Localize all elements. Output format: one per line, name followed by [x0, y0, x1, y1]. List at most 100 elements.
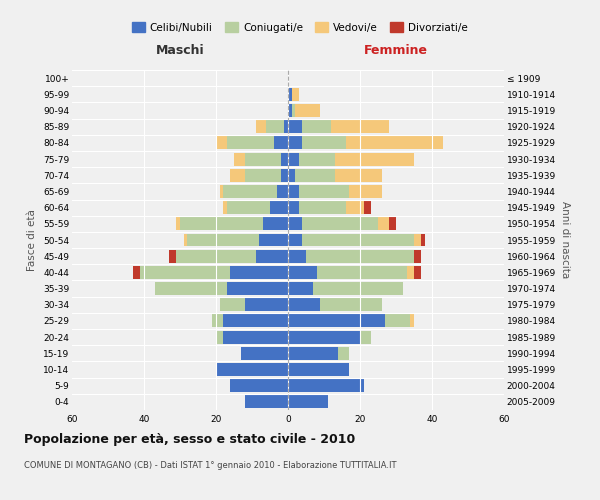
Bar: [223, 201, 288, 214]
Bar: [220, 298, 288, 311]
Bar: [155, 282, 288, 295]
Text: Femmine: Femmine: [364, 44, 428, 58]
Text: Maschi: Maschi: [155, 44, 205, 58]
Bar: [256, 120, 288, 133]
Bar: [288, 314, 385, 328]
Bar: [230, 379, 288, 392]
Bar: [288, 120, 389, 133]
Text: COMUNE DI MONTAGANO (CB) - Dati ISTAT 1° gennaio 2010 - Elaborazione TUTTITALIA.: COMUNE DI MONTAGANO (CB) - Dati ISTAT 1°…: [24, 460, 397, 469]
Bar: [288, 396, 328, 408]
Bar: [270, 201, 288, 214]
Bar: [212, 314, 288, 328]
Bar: [288, 104, 320, 117]
Bar: [245, 396, 288, 408]
Bar: [216, 363, 288, 376]
Bar: [288, 201, 299, 214]
Bar: [241, 347, 288, 360]
Bar: [281, 152, 288, 166]
Bar: [288, 234, 421, 246]
Bar: [288, 185, 349, 198]
Bar: [288, 363, 349, 376]
Bar: [220, 298, 288, 311]
Bar: [223, 330, 288, 344]
Bar: [216, 330, 288, 344]
Bar: [256, 250, 288, 262]
Bar: [223, 201, 288, 214]
Bar: [288, 379, 364, 392]
Bar: [288, 152, 414, 166]
Bar: [288, 282, 313, 295]
Bar: [288, 218, 302, 230]
Bar: [288, 298, 382, 311]
Bar: [288, 234, 414, 246]
Bar: [288, 282, 403, 295]
Bar: [288, 218, 378, 230]
Bar: [288, 347, 349, 360]
Bar: [274, 136, 288, 149]
Bar: [288, 218, 389, 230]
Bar: [230, 379, 288, 392]
Bar: [288, 330, 360, 344]
Legend: Celibi/Nubili, Coniugati/e, Vedovi/e, Divorziati/e: Celibi/Nubili, Coniugati/e, Vedovi/e, Di…: [128, 18, 472, 37]
Bar: [288, 136, 346, 149]
Bar: [288, 379, 364, 392]
Bar: [288, 169, 335, 181]
Bar: [220, 185, 288, 198]
Bar: [288, 104, 320, 117]
Bar: [288, 330, 371, 344]
Bar: [176, 250, 288, 262]
Bar: [263, 218, 288, 230]
Bar: [288, 266, 407, 279]
Bar: [230, 266, 288, 279]
Bar: [288, 379, 364, 392]
Bar: [288, 396, 328, 408]
Bar: [288, 152, 414, 166]
Bar: [176, 218, 288, 230]
Bar: [288, 88, 292, 101]
Bar: [288, 88, 292, 101]
Bar: [187, 234, 288, 246]
Bar: [277, 185, 288, 198]
Bar: [288, 120, 389, 133]
Bar: [288, 314, 414, 328]
Bar: [227, 282, 288, 295]
Bar: [288, 298, 382, 311]
Bar: [288, 314, 414, 328]
Bar: [288, 136, 443, 149]
Bar: [288, 396, 328, 408]
Bar: [234, 152, 288, 166]
Bar: [230, 379, 288, 392]
Bar: [288, 266, 414, 279]
Bar: [288, 169, 382, 181]
Bar: [184, 234, 288, 246]
Bar: [288, 120, 331, 133]
Bar: [288, 185, 299, 198]
Y-axis label: Fasce di età: Fasce di età: [28, 209, 37, 271]
Bar: [288, 201, 364, 214]
Bar: [288, 234, 425, 246]
Bar: [245, 152, 288, 166]
Bar: [176, 218, 288, 230]
Bar: [241, 347, 288, 360]
Bar: [288, 314, 410, 328]
Bar: [288, 250, 421, 262]
Text: Popolazione per età, sesso e stato civile - 2010: Popolazione per età, sesso e stato civil…: [24, 432, 355, 446]
Bar: [288, 266, 421, 279]
Bar: [241, 347, 288, 360]
Bar: [288, 250, 414, 262]
Bar: [288, 201, 346, 214]
Bar: [288, 282, 403, 295]
Bar: [259, 234, 288, 246]
Bar: [216, 363, 288, 376]
Bar: [288, 282, 403, 295]
Bar: [155, 282, 288, 295]
Bar: [288, 185, 382, 198]
Bar: [288, 379, 364, 392]
Bar: [223, 185, 288, 198]
Bar: [288, 347, 349, 360]
Bar: [216, 330, 288, 344]
Bar: [288, 152, 335, 166]
Bar: [234, 152, 288, 166]
Bar: [227, 136, 288, 149]
Bar: [216, 363, 288, 376]
